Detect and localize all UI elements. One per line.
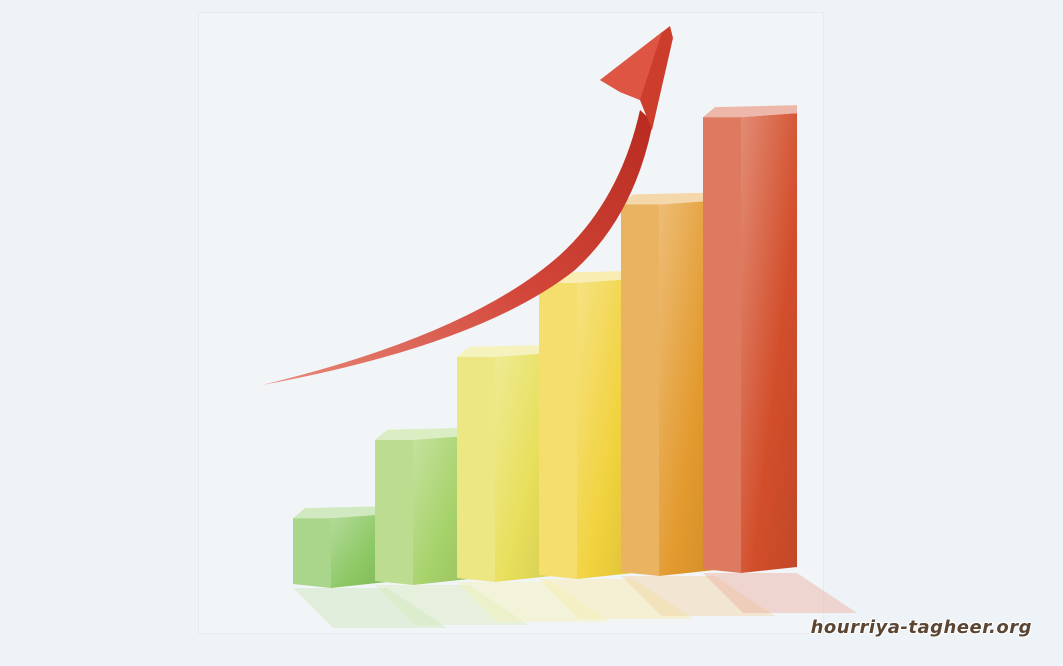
bar-side	[621, 204, 659, 577]
bar-top	[703, 105, 797, 118]
bar-series	[293, 105, 797, 588]
bar-top	[621, 192, 715, 205]
bar-side	[703, 117, 741, 573]
trend-arrow-head-highlight	[600, 32, 662, 100]
bar	[703, 105, 797, 573]
bar-reflection	[621, 576, 775, 616]
bar-front	[413, 435, 469, 585]
bar-top	[457, 344, 551, 357]
bar	[457, 344, 551, 582]
bar-front	[331, 514, 387, 588]
bar	[539, 270, 633, 579]
bar-side	[375, 439, 413, 585]
bar-reflection	[457, 582, 611, 622]
bar-side	[457, 356, 495, 582]
bar-reflection	[703, 573, 857, 613]
bar-front	[495, 352, 551, 582]
bar	[621, 192, 715, 577]
bar-reflection	[293, 588, 447, 628]
bar-side	[293, 518, 331, 588]
bar	[375, 427, 469, 585]
bar-reflection	[539, 579, 693, 619]
bar-reflection	[375, 585, 529, 625]
bar	[293, 506, 387, 588]
bar-reflections	[293, 573, 857, 628]
bar-top	[375, 427, 469, 440]
trend-arrow	[262, 26, 673, 385]
watermark-text: hourriya-tagheer.org	[810, 617, 1032, 638]
bar-top	[293, 506, 387, 519]
bar-side	[539, 282, 577, 579]
bar-front	[659, 200, 715, 577]
trend-arrow-shaft	[262, 110, 653, 385]
bar-front	[577, 278, 633, 579]
bar-front	[741, 113, 797, 573]
